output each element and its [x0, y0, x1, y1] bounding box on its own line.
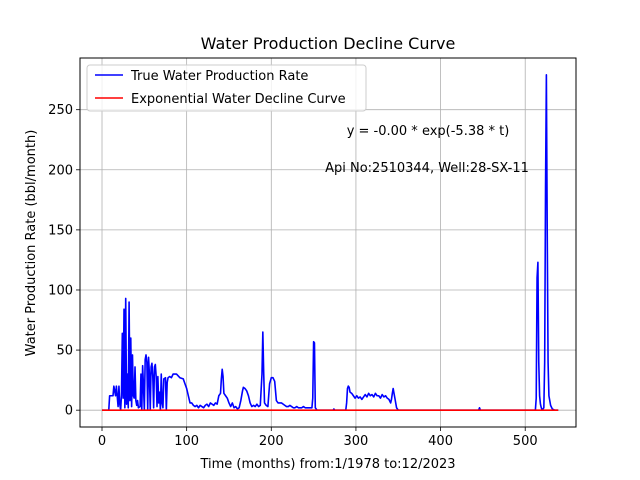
ticks: 0 100 200 300 400 500 0 50 100 150 200 250: [48, 103, 537, 449]
x-tick-label-0: 0: [98, 434, 106, 449]
y-tick-label-0: 0: [65, 404, 73, 419]
plot-frame: [79, 57, 577, 428]
y-tick-label-1: 50: [56, 344, 73, 359]
y-tick-label-5: 250: [48, 103, 73, 118]
y-tick-label-4: 200: [48, 163, 73, 178]
legend-box: [86, 64, 367, 112]
x-tick-label-3: 300: [344, 434, 369, 449]
series-true-water-production-rate: [102, 74, 559, 411]
well-annotation: Api No:2510344, Well:28-SX-11: [325, 161, 529, 176]
equation-annotation: y = -0.00 * exp(-5.38 * t): [347, 124, 510, 139]
legend: True Water Production Rate Exponential W…: [86, 64, 367, 112]
legend-label-exponential-curve: Exponential Water Decline Curve: [131, 92, 346, 107]
x-axis-label: Time (months) from:1/1978 to:12/2023: [199, 457, 455, 472]
x-tick-label-5: 500: [513, 434, 538, 449]
chart-title: Water Production Decline Curve: [201, 34, 456, 53]
y-tick-label-3: 150: [48, 223, 73, 238]
y-tick-label-2: 100: [48, 283, 73, 298]
x-tick-label-1: 100: [174, 434, 199, 449]
series-layer: [102, 74, 559, 411]
grid: [80, 58, 576, 427]
y-axis-label: Water Production Rate (bbl/month): [24, 130, 39, 357]
legend-label-true-rate: True Water Production Rate: [130, 69, 308, 84]
x-tick-label-2: 200: [259, 434, 284, 449]
x-tick-label-4: 400: [428, 434, 453, 449]
